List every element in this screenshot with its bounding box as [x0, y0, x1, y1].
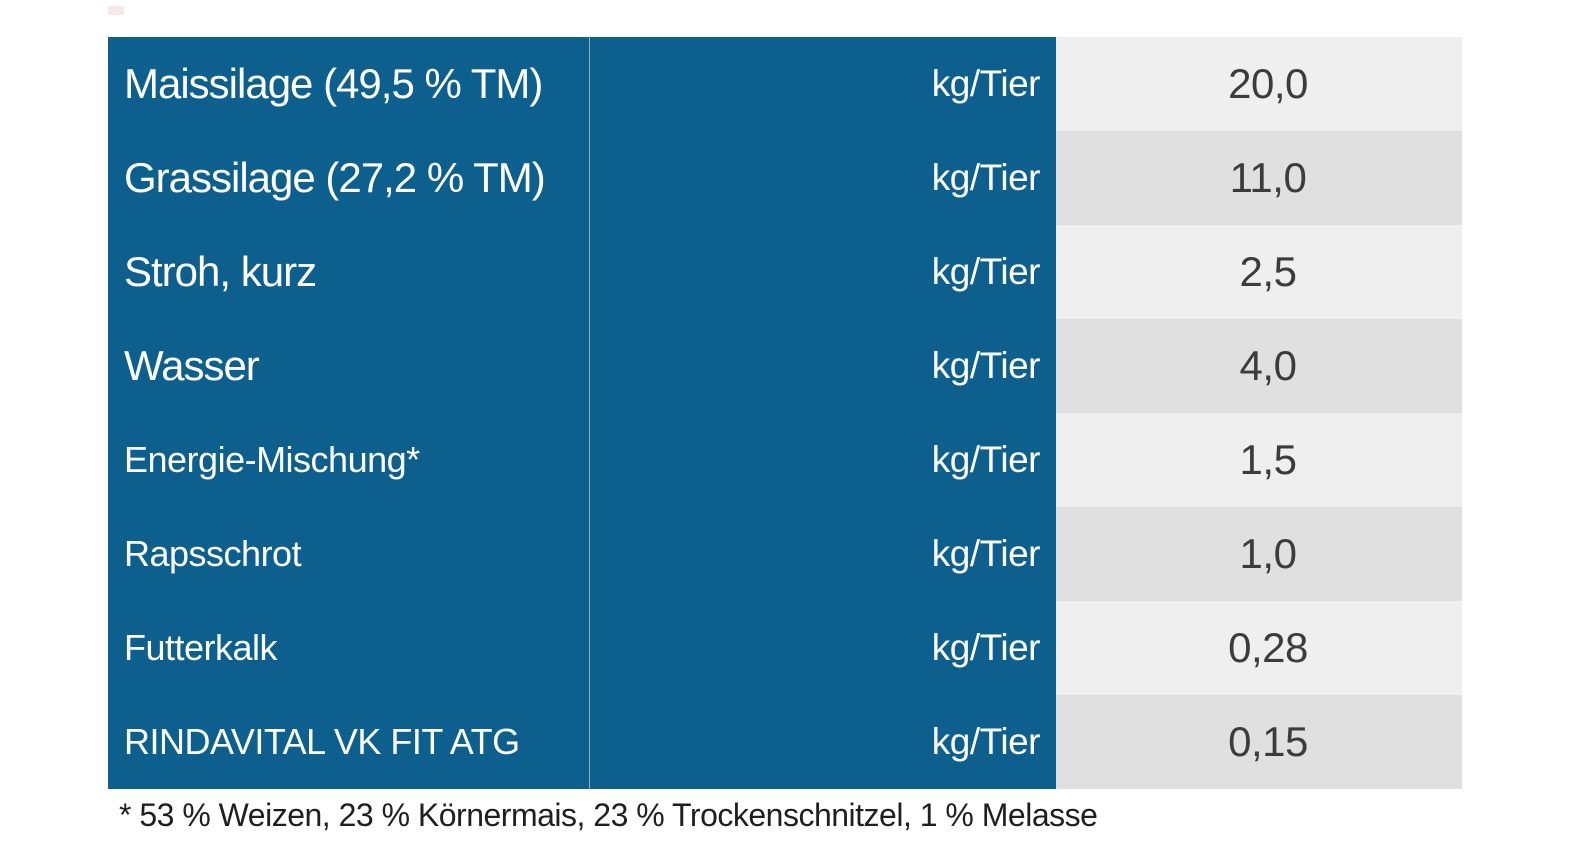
- value-cell: 20,0: [1056, 37, 1462, 131]
- table-row: Energie-Mischung* kg/Tier 1,5: [108, 413, 1462, 507]
- table-row: Wasser kg/Tier 4,0: [108, 319, 1462, 413]
- unit-cell: kg/Tier: [590, 601, 1056, 695]
- unit-cell: kg/Tier: [590, 131, 1056, 225]
- unit-cell: kg/Tier: [590, 507, 1056, 601]
- value-cell: 1,0: [1056, 507, 1462, 601]
- feed-name-cell: Rapsschrot: [108, 507, 590, 601]
- table-row: Maissilage (49,5 % TM) kg/Tier 20,0: [108, 37, 1462, 131]
- unit-cell: kg/Tier: [590, 319, 1056, 413]
- feed-name-cell: Energie-Mischung*: [108, 413, 590, 507]
- feed-name-cell: RINDAVITAL VK FIT ATG: [108, 695, 590, 789]
- value-cell: 2,5: [1056, 225, 1462, 319]
- feed-name-cell: Futterkalk: [108, 601, 590, 695]
- artifact-mark: [108, 6, 124, 15]
- value-cell: 0,15: [1056, 695, 1462, 789]
- unit-cell: kg/Tier: [590, 413, 1056, 507]
- unit-cell: kg/Tier: [590, 695, 1056, 789]
- table-row: RINDAVITAL VK FIT ATG kg/Tier 0,15: [108, 695, 1462, 789]
- table-row: Stroh, kurz kg/Tier 2,5: [108, 225, 1462, 319]
- table-row: Rapsschrot kg/Tier 1,0: [108, 507, 1462, 601]
- feed-name-cell: Grassilage (27,2 % TM): [108, 131, 590, 225]
- feed-name-cell: Maissilage (49,5 % TM): [108, 37, 590, 131]
- feed-name-cell: Stroh, kurz: [108, 225, 590, 319]
- feed-ration-table: Maissilage (49,5 % TM) kg/Tier 20,0 Gras…: [108, 37, 1462, 789]
- value-cell: 0,28: [1056, 601, 1462, 695]
- footnote: * 53 % Weizen, 23 % Körnermais, 23 % Tro…: [119, 797, 1098, 833]
- value-cell: 11,0: [1056, 131, 1462, 225]
- unit-cell: kg/Tier: [590, 225, 1056, 319]
- value-cell: 4,0: [1056, 319, 1462, 413]
- table-row: Futterkalk kg/Tier 0,28: [108, 601, 1462, 695]
- unit-cell: kg/Tier: [590, 37, 1056, 131]
- table-row: Grassilage (27,2 % TM) kg/Tier 11,0: [108, 131, 1462, 225]
- value-cell: 1,5: [1056, 413, 1462, 507]
- feed-name-cell: Wasser: [108, 319, 590, 413]
